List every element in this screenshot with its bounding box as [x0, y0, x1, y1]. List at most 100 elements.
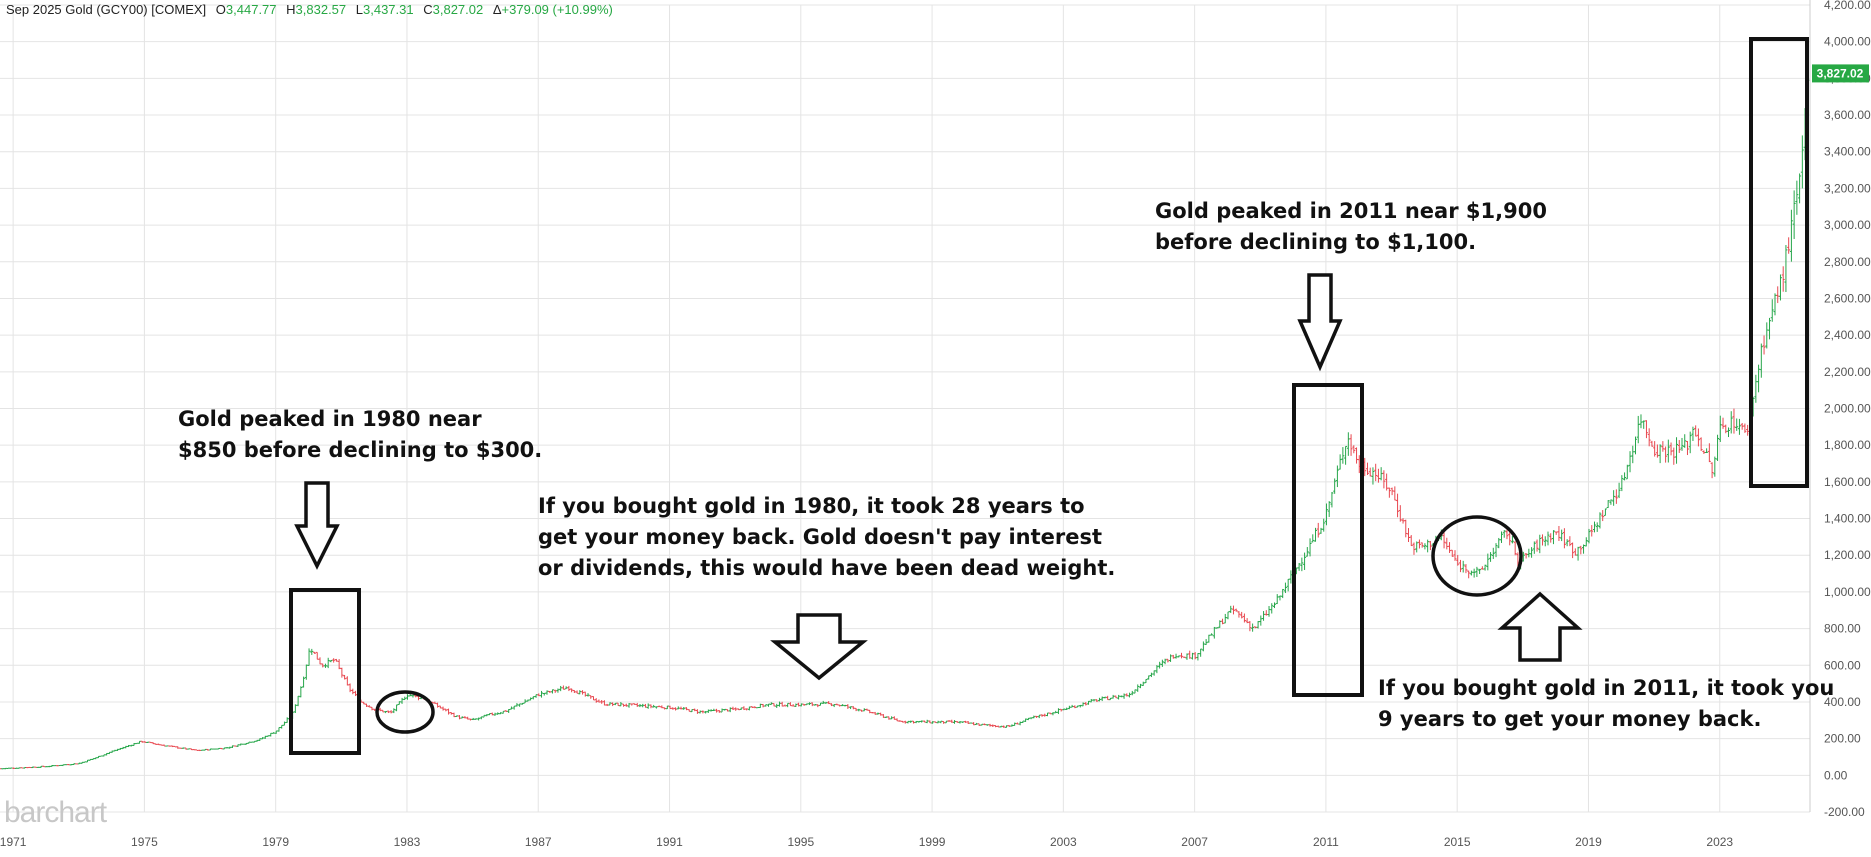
price-bar: [586, 693, 590, 697]
x-tick-label: 1971: [0, 835, 27, 849]
price-bar: [3, 767, 7, 770]
price-bar: [488, 713, 492, 716]
price-bar: [296, 695, 300, 707]
price-bar: [1286, 578, 1290, 592]
price-bar: [849, 706, 853, 710]
price-bar: [252, 740, 256, 743]
price-bar: [1423, 543, 1427, 550]
price-bar: [1026, 717, 1030, 721]
price-bar: [928, 720, 932, 724]
price-bar: [230, 745, 234, 748]
price-bar: [1784, 245, 1788, 293]
price-bar: [572, 689, 576, 693]
price-bar: [31, 766, 35, 769]
price-bar: [1111, 694, 1115, 699]
price-bar: [181, 747, 185, 749]
price-bar: [1557, 525, 1561, 542]
price-bar: [315, 651, 319, 660]
price-bar: [704, 711, 708, 714]
price-bar: [1226, 611, 1230, 620]
highlight-circle-2015: [1431, 515, 1523, 597]
price-bar: [879, 712, 883, 716]
price-bar: [1491, 547, 1495, 559]
price-bar: [674, 707, 678, 711]
price-bar: [1685, 441, 1689, 456]
price-bar: [701, 710, 705, 714]
change-value: +379.09 (+10.99%): [501, 2, 613, 17]
price-bar: [1335, 465, 1339, 488]
price-bar: [835, 703, 839, 706]
price-bar: [1281, 588, 1285, 599]
price-bar: [173, 745, 177, 748]
price-bar: [107, 751, 111, 755]
y-tick-label: 4,000.00: [1824, 35, 1871, 49]
price-bar: [991, 724, 995, 727]
price-bar: [518, 703, 522, 707]
price-bar: [1240, 611, 1244, 619]
price-bar: [884, 716, 888, 718]
price-bar: [1768, 317, 1772, 340]
price-bar: [988, 723, 992, 727]
price-bar: [1333, 478, 1337, 494]
price-bar: [944, 720, 948, 724]
price-bar: [1387, 487, 1391, 498]
price-bar: [561, 685, 565, 690]
price-bar: [271, 732, 275, 734]
price-bar: [110, 750, 114, 753]
price-bar: [950, 719, 954, 723]
price-bar: [1669, 442, 1673, 456]
price-bar: [140, 740, 144, 743]
price-bar: [1655, 444, 1659, 458]
price-bar: [589, 695, 593, 699]
price-bar: [266, 735, 270, 737]
price-bar: [214, 748, 218, 750]
price-bar: [1147, 675, 1151, 680]
price-bar: [1398, 505, 1402, 522]
price-bar: [1267, 606, 1271, 617]
price-bar: [1639, 414, 1643, 429]
price-bar: [520, 702, 524, 705]
price-bar: [1002, 725, 1006, 728]
price-bar: [69, 764, 73, 766]
price-bar: [870, 712, 874, 714]
price-bar: [925, 719, 929, 724]
price-bar: [1341, 447, 1345, 464]
price-bar: [1489, 552, 1493, 562]
y-tick-label: 400.00: [1824, 695, 1861, 709]
price-bar: [1390, 487, 1394, 496]
y-tick-label: 2,000.00: [1824, 402, 1871, 416]
price-bar: [649, 704, 653, 709]
price-bar: [1193, 652, 1197, 660]
close-value: 3,827.02: [432, 2, 484, 17]
price-bar: [876, 712, 880, 715]
price-bar: [460, 716, 464, 719]
price-bar: [1130, 690, 1134, 696]
price-bar: [720, 708, 724, 713]
price-bar: [622, 703, 626, 707]
price-bar: [277, 727, 281, 732]
price-bar: [985, 724, 989, 726]
price-bar: [556, 688, 560, 693]
price-bar: [307, 648, 311, 666]
price-bar: [786, 702, 790, 708]
price-bar: [1371, 467, 1375, 485]
price-bar: [1770, 299, 1774, 322]
price-bar: [1015, 722, 1019, 725]
price-bar: [739, 707, 743, 710]
price-bar: [337, 659, 341, 670]
price-bar: [805, 703, 809, 706]
price-bar: [829, 703, 833, 707]
price-bar: [1163, 658, 1167, 665]
price-bar: [129, 744, 133, 747]
price-bar: [206, 748, 210, 751]
price-bar: [1541, 534, 1545, 546]
price-bar: [898, 720, 902, 722]
price-bar: [780, 701, 784, 707]
price-bar: [299, 686, 303, 698]
price-bar: [88, 758, 92, 761]
price-bar: [564, 686, 568, 690]
price-bar: [1721, 417, 1725, 429]
price-bar: [1582, 544, 1586, 554]
price-bar: [963, 720, 967, 723]
price-bar: [1469, 570, 1473, 576]
